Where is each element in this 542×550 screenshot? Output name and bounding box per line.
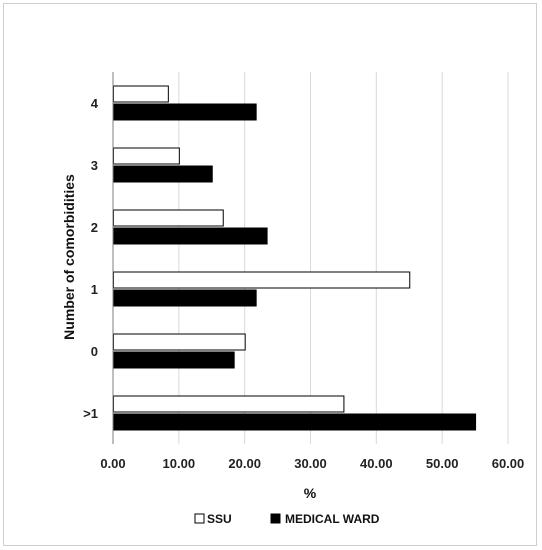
legend-swatch-ssu <box>194 513 205 524</box>
bar-ssu-1 <box>113 271 411 289</box>
legend-label-ssu: SSU <box>207 512 232 526</box>
y-axis-title: Number of comorbidities <box>61 174 77 340</box>
y-tick-label: 3 <box>91 158 98 173</box>
bar-medical-ward-1 <box>113 289 257 307</box>
y-tick-label: >1 <box>83 406 98 421</box>
legend: SSU MEDICAL WARD <box>194 512 380 526</box>
bars <box>113 85 477 431</box>
x-tick-label: 50.00 <box>426 456 459 471</box>
x-tick-labels: 0.00 10.00 20.00 30.00 40.00 50.00 60.00 <box>100 456 524 471</box>
bar-ssu-1 <box>113 395 345 413</box>
bar-medical-ward-4 <box>113 103 257 121</box>
x-tick-label: 30.00 <box>294 456 327 471</box>
x-tick-label: 20.00 <box>228 456 261 471</box>
y-tick-label: 1 <box>91 282 98 297</box>
bar-ssu-3 <box>113 147 180 165</box>
bar-ssu-2 <box>113 209 224 227</box>
bar-ssu-0 <box>113 333 246 351</box>
legend-swatch-medical-ward <box>270 513 281 524</box>
gridlines <box>178 72 509 444</box>
x-axis-title: % <box>304 485 317 501</box>
y-tick-label: 2 <box>91 220 98 235</box>
bar-medical-ward-2 <box>113 227 268 245</box>
x-tick-label: 60.00 <box>492 456 525 471</box>
bar-medical-ward-0 <box>113 351 235 369</box>
bar-ssu-4 <box>113 85 169 103</box>
x-tick-label: 0.00 <box>100 456 125 471</box>
bar-medical-ward-3 <box>113 165 213 183</box>
y-tick-label: 0 <box>91 344 98 359</box>
y-tick-labels: 4 3 2 1 0 >1 <box>83 96 99 421</box>
y-tick-label: 4 <box>91 96 99 111</box>
bar-medical-ward-1 <box>113 413 477 431</box>
legend-label-medical-ward: MEDICAL WARD <box>285 512 380 526</box>
x-tick-label: 40.00 <box>360 456 393 471</box>
x-tick-label: 10.00 <box>163 456 196 471</box>
